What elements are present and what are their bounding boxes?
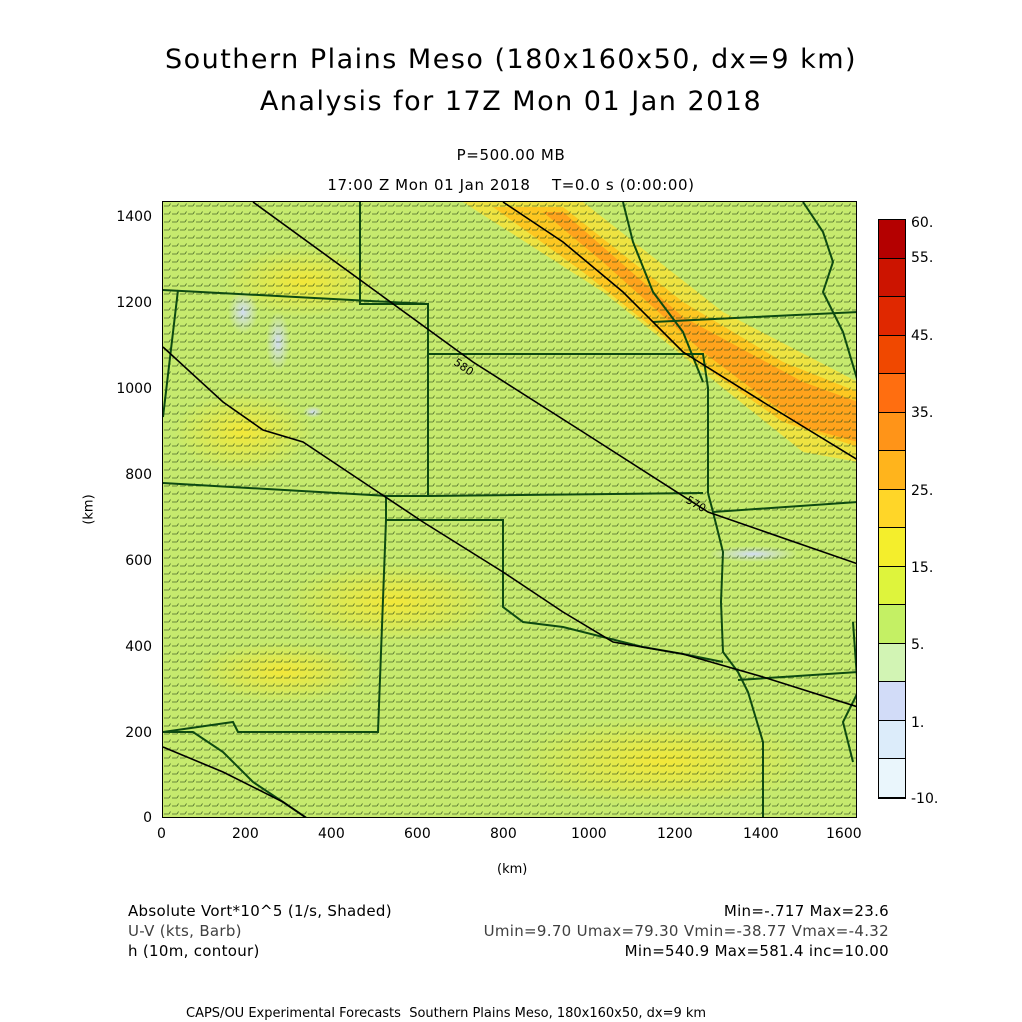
legend-wind-name: U-V (kts, Barb) [128, 922, 242, 940]
colorbar-segment [879, 220, 905, 259]
x-tick-1600: 1600 [826, 826, 862, 842]
legend-vorticity-stats: Min=-.717 Max=23.6 [723, 902, 889, 920]
y-tick-1400: 1400 [116, 209, 152, 225]
y-tick-0: 0 [143, 810, 152, 826]
cbar-label-25: 25. [911, 483, 934, 499]
cbar-label-5: 5. [911, 637, 925, 653]
colorbar-segment [879, 720, 905, 760]
y-tick-400: 400 [125, 639, 152, 655]
colorbar-segment [879, 335, 905, 375]
map-canvas: 580 570 [163, 202, 856, 817]
colorbar-segment [879, 374, 905, 413]
legend-height-stats: Min=540.9 Max=581.4 inc=10.00 [624, 942, 889, 960]
colorbar-segment [879, 566, 905, 606]
x-tick-600: 600 [404, 826, 431, 842]
x-tick-400: 400 [318, 826, 345, 842]
x-axis-label: (km) [497, 862, 528, 877]
cbar-label-45: 45. [911, 328, 934, 344]
colorbar-segment [879, 258, 905, 298]
y-axis-label: (km) [81, 494, 97, 525]
colorbar-segment [879, 489, 905, 529]
y-tick-800: 800 [125, 467, 152, 483]
colorbar [878, 219, 906, 799]
y-tick-1200: 1200 [116, 295, 152, 311]
colorbar-segment [879, 682, 905, 721]
title-line-1: Southern Plains Meso (180x160x50, dx=9 k… [164, 44, 858, 75]
cbar-label-neg10: -10. [911, 791, 939, 807]
legend-height-name: h (10m, contour) [128, 942, 260, 960]
colorbar-segment [879, 412, 905, 452]
colorbar-segment [879, 451, 905, 490]
map-plot: 580 570 [162, 201, 857, 818]
legend-vorticity-name: Absolute Vort*10^5 (1/s, Shaded) [128, 902, 392, 920]
time-label: 17:00 Z Mon 01 Jan 2018 T=0.0 s (0:00:00… [327, 176, 695, 194]
x-tick-200: 200 [232, 826, 259, 842]
legend-wind-stats: Umin=9.70 Umax=79.30 Vmin=-38.77 Vmax=-4… [483, 922, 889, 940]
level-label: P=500.00 MB [456, 146, 566, 164]
cbar-label-55: 55. [911, 250, 934, 266]
x-tick-1400: 1400 [743, 826, 779, 842]
x-tick-800: 800 [490, 826, 517, 842]
cbar-label-1: 1. [911, 715, 925, 731]
colorbar-segment [879, 605, 905, 644]
cbar-label-15: 15. [911, 560, 934, 576]
y-tick-200: 200 [125, 725, 152, 741]
cbar-label-35: 35. [911, 405, 934, 421]
x-tick-0: 0 [157, 826, 166, 842]
colorbar-segment [879, 643, 905, 683]
cbar-label-60: 60. [911, 215, 934, 231]
y-tick-1000: 1000 [116, 381, 152, 397]
x-tick-1000: 1000 [571, 826, 607, 842]
y-tick-600: 600 [125, 553, 152, 569]
x-tick-1200: 1200 [657, 826, 693, 842]
colorbar-segment [879, 528, 905, 567]
footer-credit: CAPS/OU Experimental Forecasts Southern … [186, 1006, 707, 1021]
title-line-2: Analysis for 17Z Mon 01 Jan 2018 [259, 86, 763, 117]
colorbar-segment [879, 759, 905, 798]
colorbar-segment [879, 297, 905, 336]
height-contours [163, 202, 856, 817]
